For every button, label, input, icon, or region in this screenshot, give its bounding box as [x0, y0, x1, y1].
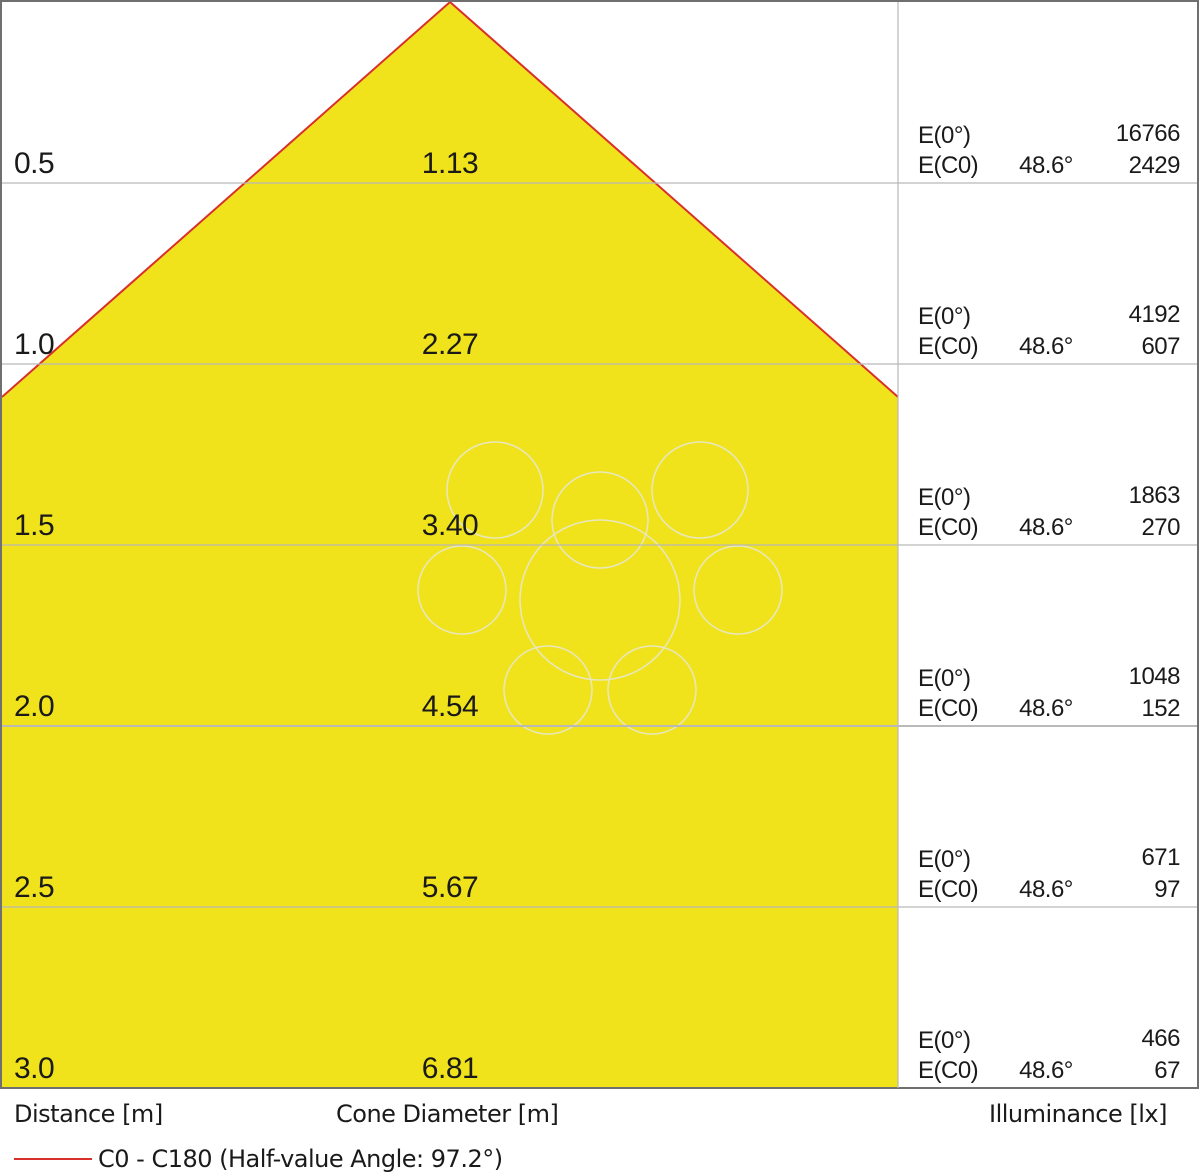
- distance-tick-label: 1.5: [14, 509, 54, 542]
- half-angle-value: 48.6°: [1019, 333, 1073, 360]
- cone-diameter-label: 4.54: [422, 690, 478, 723]
- watermark-loop: [551, 471, 649, 569]
- distance-tick-label: 1.0: [14, 328, 54, 361]
- e0-value: 466: [1141, 1025, 1180, 1052]
- half-angle-value: 48.6°: [1019, 876, 1073, 903]
- watermark-loop: [519, 519, 681, 681]
- ec0-label: E(C0): [918, 333, 978, 360]
- legend-line-swatch: [14, 1158, 92, 1160]
- e0-label: E(0°): [918, 122, 970, 149]
- e0-label: E(0°): [918, 846, 970, 873]
- watermark-loop: [693, 545, 783, 635]
- cone-diameter-axis-label: Cone Diameter [m]: [336, 1100, 559, 1128]
- legend: C0 - C180 (Half-value Angle: 97.2°): [14, 1142, 503, 1176]
- legend-label: C0 - C180 (Half-value Angle: 97.2°): [98, 1145, 503, 1173]
- e0-value: 4192: [1129, 301, 1181, 328]
- ec0-value: 152: [1141, 695, 1180, 722]
- cone-diameter-label: 1.13: [422, 147, 478, 180]
- watermark-loop: [446, 441, 544, 539]
- cone-edge-right: [449, 1, 899, 398]
- distance-tick-label: 2.0: [14, 690, 54, 723]
- e0-label: E(0°): [918, 665, 970, 692]
- e0-value: 16766: [1116, 120, 1180, 147]
- illuminance-axis-label: Illuminance [lx]: [989, 1100, 1168, 1128]
- watermark-loop: [651, 441, 749, 539]
- e0-value: 671: [1141, 844, 1180, 871]
- distance-tick-label: 2.5: [14, 871, 54, 904]
- e0-label: E(0°): [918, 1027, 970, 1054]
- cone-diameter-label: 5.67: [422, 871, 478, 904]
- ec0-label: E(C0): [918, 152, 978, 179]
- cone-edge-left: [1, 1, 451, 398]
- cone-diameter-label: 6.81: [422, 1052, 478, 1085]
- e0-label: E(0°): [918, 484, 970, 511]
- e0-value: 1863: [1129, 482, 1181, 509]
- ec0-label: E(C0): [918, 514, 978, 541]
- watermark-loop: [607, 645, 697, 735]
- cone-diameter-label: 2.27: [422, 328, 478, 361]
- half-angle-value: 48.6°: [1019, 514, 1073, 541]
- half-angle-value: 48.6°: [1019, 695, 1073, 722]
- cone-diagram-svg: 0.5 1.13 E(0°) 16766 E(C0) 48.6° 2429 1.0 2.27 E(…: [0, 0, 1199, 1089]
- distance-tick-label: 0.5: [14, 147, 54, 180]
- e0-label: E(0°): [918, 303, 970, 330]
- cone-diameter-label: 3.40: [422, 509, 478, 542]
- ec0-label: E(C0): [918, 695, 978, 722]
- distance-tick-label: 3.0: [14, 1052, 54, 1085]
- ec0-value: 607: [1141, 333, 1180, 360]
- diagram-frame: [0, 0, 1199, 1089]
- half-angle-value: 48.6°: [1019, 152, 1073, 179]
- ec0-value: 270: [1141, 514, 1180, 541]
- cone-diagram: 0.5 1.13 E(0°) 16766 E(C0) 48.6° 2429 1.0 2.27 E(…: [0, 0, 1199, 1089]
- ec0-label: E(C0): [918, 1057, 978, 1084]
- ec0-value: 67: [1154, 1057, 1180, 1084]
- half-angle-value: 48.6°: [1019, 1057, 1073, 1084]
- e0-value: 1048: [1129, 663, 1181, 690]
- watermark-loop: [417, 545, 507, 635]
- distance-axis-label: Distance [m]: [14, 1100, 163, 1128]
- ec0-value: 97: [1154, 876, 1180, 903]
- watermark-logo: [417, 441, 783, 735]
- watermark-loop: [503, 645, 593, 735]
- ec0-value: 2429: [1129, 152, 1181, 179]
- ec0-label: E(C0): [918, 876, 978, 903]
